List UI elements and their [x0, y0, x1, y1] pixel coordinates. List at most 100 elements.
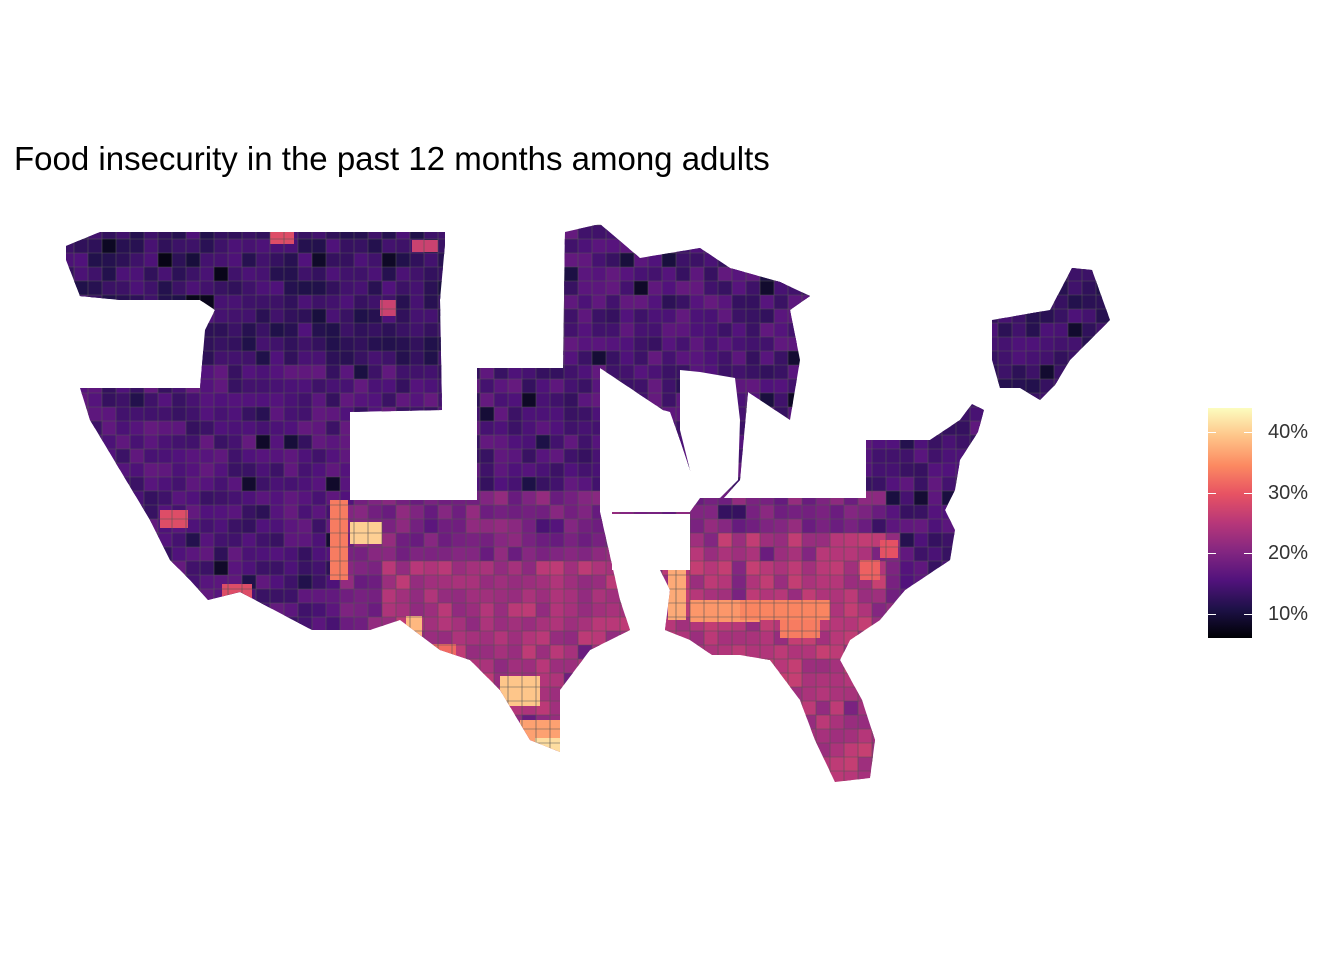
- county-tile: [956, 603, 983, 619]
- county-tile: [186, 309, 204, 328]
- county-tile: [844, 239, 859, 254]
- county-tile: [1054, 309, 1072, 324]
- county-tile: [88, 673, 112, 694]
- county-tile: [270, 687, 291, 706]
- county-tile: [144, 309, 164, 327]
- county-tile: [984, 267, 1011, 282]
- county-tile: [648, 225, 670, 245]
- county-tile: [1110, 225, 1136, 241]
- county-tile: [816, 281, 830, 299]
- county-tile: [606, 491, 630, 506]
- county-tile: [396, 757, 410, 775]
- county-tile: [200, 673, 222, 689]
- hotspot-tile: [412, 240, 438, 252]
- county-tile: [116, 309, 136, 325]
- county-tile: [844, 771, 865, 782]
- county-tile: [396, 687, 414, 707]
- county-tile: [928, 519, 942, 535]
- county-tile: [942, 225, 961, 239]
- county-tile: [1096, 715, 1110, 734]
- legend-tick: [1244, 492, 1252, 494]
- county-tile: [396, 631, 412, 652]
- county-tile: [130, 729, 147, 744]
- county-tile: [830, 365, 854, 380]
- county-tile: [704, 729, 731, 744]
- county-tile: [690, 225, 710, 240]
- county-tile: [928, 687, 953, 701]
- county-tile: [102, 603, 123, 623]
- county-tile: [1026, 477, 1044, 497]
- county-tile: [102, 547, 118, 568]
- county-tile: [984, 687, 1004, 708]
- county-tile: [1110, 729, 1136, 745]
- county-tile: [998, 729, 1023, 745]
- county-tile: [998, 421, 1019, 435]
- county-tile: [1068, 519, 1082, 537]
- county-tile: [172, 771, 188, 782]
- county-tile: [382, 771, 406, 782]
- county-tile: [956, 659, 976, 680]
- county-tile: [1040, 477, 1057, 493]
- county-tile: [816, 463, 832, 478]
- county-tile: [382, 659, 407, 673]
- county-tile: [1012, 785, 1031, 799]
- county-tile: [452, 771, 468, 782]
- county-tile: [326, 771, 350, 782]
- county-tile: [844, 393, 865, 409]
- county-tile: [270, 673, 285, 694]
- county-tile: [214, 267, 229, 282]
- county-tile: [606, 645, 622, 663]
- county-tile: [312, 253, 327, 270]
- county-tile: [942, 645, 959, 659]
- county-tile: [802, 337, 828, 356]
- county-tile: [676, 757, 691, 771]
- county-tile: [900, 365, 917, 386]
- county-tile: [1054, 771, 1078, 782]
- county-tile: [200, 253, 215, 271]
- county-tile: [66, 337, 77, 358]
- county-tile: [858, 715, 875, 731]
- county-tile: [354, 617, 372, 632]
- county-tile: [1082, 351, 1099, 372]
- county-tile: [648, 589, 666, 608]
- county-tile: [452, 673, 475, 688]
- county-tile: [270, 729, 290, 745]
- county-tile: [858, 379, 881, 396]
- county-tile: [984, 785, 1001, 805]
- county-tile: [1096, 421, 1110, 441]
- county-tile: [760, 421, 782, 437]
- county-tile: [942, 295, 968, 312]
- county-tile: [746, 351, 760, 369]
- county-tile: [1096, 659, 1110, 677]
- county-tile: [172, 659, 186, 678]
- county-tile: [130, 323, 150, 339]
- county-tile: [340, 281, 358, 298]
- county-tile: [242, 267, 256, 285]
- county-tile: [508, 519, 523, 537]
- county-tile: [228, 351, 245, 369]
- county-tile: [200, 239, 214, 257]
- county-tile: [480, 253, 499, 274]
- county-tile: [1096, 505, 1110, 524]
- county-tile: [970, 673, 996, 694]
- county-tile: [928, 617, 943, 632]
- county-tile: [1110, 701, 1127, 715]
- county-tile: [928, 659, 950, 674]
- county-tile: [872, 631, 898, 649]
- county-tile: [466, 505, 480, 522]
- county-tile: [1012, 617, 1034, 631]
- county-tile: [354, 715, 373, 731]
- county-tile: [718, 281, 735, 295]
- county-tile: [1026, 617, 1048, 632]
- county-tile: [606, 463, 629, 480]
- county-tile: [256, 393, 271, 408]
- county-tile: [858, 421, 872, 436]
- county-tile: [242, 729, 264, 743]
- county-tile: [704, 785, 718, 806]
- county-tile: [522, 351, 547, 367]
- county-tile: [228, 673, 247, 692]
- county-tile: [1054, 547, 1081, 562]
- county-tile: [592, 379, 610, 395]
- county-tile: [788, 267, 807, 285]
- county-fill-layer: [66, 225, 1136, 806]
